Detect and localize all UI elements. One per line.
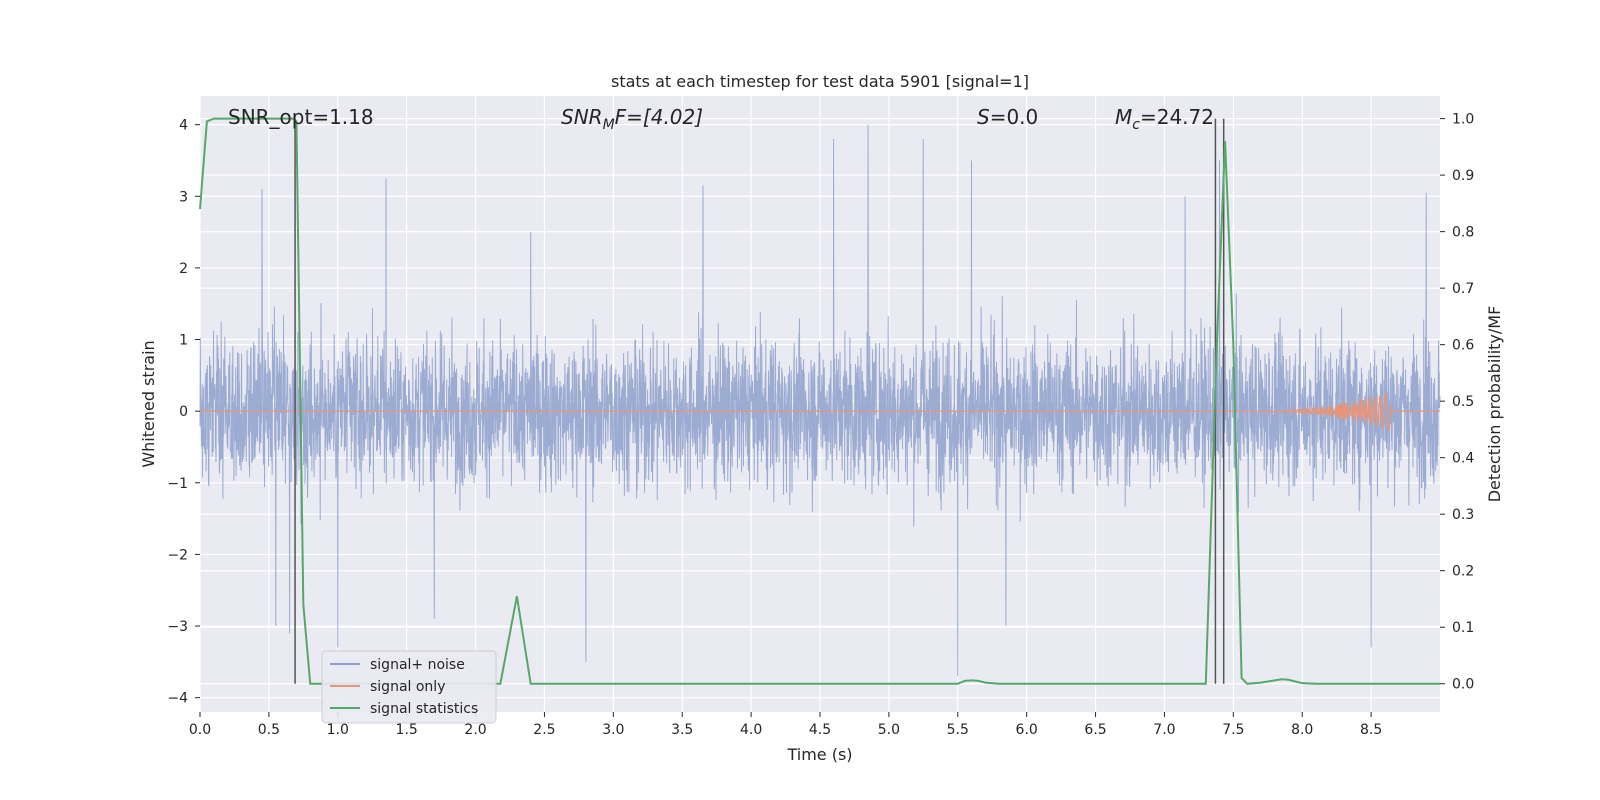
y-tick-label: 0 [179, 404, 188, 420]
s-var: S [977, 105, 990, 129]
y-ticks-right: 1.0 0.9 0.8 0.7 0.6 0.5 0.4 0.3 0.2 0.1 0.0 [1440, 112, 1474, 693]
y-tick-label: −1 [167, 476, 188, 492]
y-tick-label: 1 [179, 333, 188, 349]
x-tick-label: 3.0 [602, 722, 624, 738]
signal-line [200, 393, 1440, 431]
signal-only-trace [200, 393, 1440, 431]
y-right-tick-label: 0.8 [1452, 225, 1474, 241]
x-tick-label: 7.5 [1222, 722, 1244, 738]
annotation-mc: Mc=24.72 [1115, 105, 1214, 133]
x-tick-label: 6.5 [1084, 722, 1106, 738]
x-tick-label: 1.5 [396, 722, 418, 738]
y-axis-label-right: Detection probability/MF [1485, 306, 1504, 503]
y-right-tick-label: 0.3 [1452, 507, 1474, 523]
x-tick-label: 8.0 [1291, 722, 1313, 738]
y-tick-label: −4 [167, 691, 188, 707]
y-tick-label: −2 [167, 547, 188, 563]
legend-label-noise: signal+ noise [370, 657, 465, 673]
legend-box [321, 650, 497, 724]
x-tick-label: 5.0 [878, 722, 900, 738]
y-right-tick-label: 0.0 [1452, 677, 1474, 693]
y-right-tick-label: 0.2 [1452, 564, 1474, 580]
x-tick-label: 5.5 [947, 722, 969, 738]
s-value: =0.0 [990, 105, 1039, 129]
x-tick-label: 0.0 [189, 722, 211, 738]
mc-value: =24.72 [1140, 105, 1214, 129]
y-right-tick-label: 0.9 [1452, 168, 1474, 184]
snr-mf-prefix: SNR [561, 105, 603, 129]
x-axis-label: Time (s) [786, 745, 852, 764]
y-tick-label: −3 [167, 619, 188, 635]
annotation-snr-mf: SNRMF=[4.02] [561, 105, 703, 133]
x-tick-label: 2.5 [533, 722, 555, 738]
annotation-s: S=0.0 [977, 105, 1038, 129]
y-right-tick-label: 0.4 [1452, 451, 1474, 467]
snr-mf-sub: M [603, 117, 615, 133]
y-right-tick-label: 0.5 [1452, 394, 1474, 410]
legend-label-stats: signal statistics [370, 701, 478, 717]
x-ticks: 0.0 0.5 1.0 1.5 2.0 2.5 3.0 3.5 4.0 4.5 5.0 5.5 6.0 6… [189, 712, 1382, 738]
y-ticks: 4 3 2 1 0 −1 −2 −3 −4 [167, 118, 200, 707]
legend: signal+ noise signal only signal statist… [321, 650, 497, 724]
x-tick-label: 6.0 [1016, 722, 1038, 738]
y-tick-label: 4 [179, 118, 188, 134]
annotation-snr-opt: SNR_opt=1.18 [228, 105, 374, 129]
x-tick-label: 2.0 [464, 722, 486, 738]
x-tick-label: 3.5 [671, 722, 693, 738]
y-tick-label: 3 [179, 189, 188, 205]
y-right-tick-label: 0.1 [1452, 620, 1474, 636]
mc-var: M [1115, 105, 1132, 129]
y-right-tick-label: 1.0 [1452, 112, 1474, 128]
stats-line [199, 117, 1440, 685]
chart-title: stats at each timestep for test data 590… [611, 72, 1029, 91]
y-tick-label: 2 [179, 261, 188, 277]
signal-statistics-trace [199, 117, 1440, 685]
x-tick-label: 1.0 [327, 722, 349, 738]
mc-sub: c [1132, 117, 1140, 133]
x-tick-label: 8.5 [1360, 722, 1382, 738]
y-right-tick-label: 0.6 [1452, 338, 1474, 354]
y-right-tick-label: 0.7 [1452, 281, 1474, 297]
x-tick-label: 4.0 [740, 722, 762, 738]
snr-mf-suffix: F=[4.02] [615, 105, 703, 129]
y-axis-label: Whitened strain [139, 340, 158, 467]
x-tick-label: 7.0 [1153, 722, 1175, 738]
x-tick-label: 0.5 [258, 722, 280, 738]
x-tick-label: 4.5 [809, 722, 831, 738]
legend-label-signal: signal only [370, 679, 445, 695]
